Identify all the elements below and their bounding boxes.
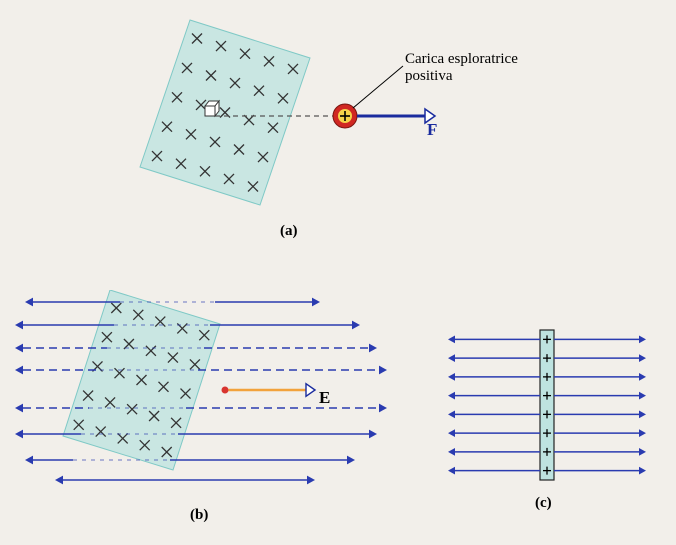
panel-b: E <box>15 290 395 505</box>
panel-a: Carica esploratricepositiva F <box>130 10 550 215</box>
panel-c <box>440 320 660 505</box>
caption-b: (b) <box>190 507 208 524</box>
test-charge-label: Carica esploratricepositiva <box>405 51 518 85</box>
panel-a-svg <box>130 10 550 215</box>
panel-b-svg <box>15 290 395 505</box>
vector-E-label: E <box>319 388 330 408</box>
vector-F-label: F <box>427 120 437 140</box>
caption-c: (c) <box>535 495 552 512</box>
caption-a: (a) <box>280 223 298 240</box>
panel-c-svg <box>440 320 660 505</box>
